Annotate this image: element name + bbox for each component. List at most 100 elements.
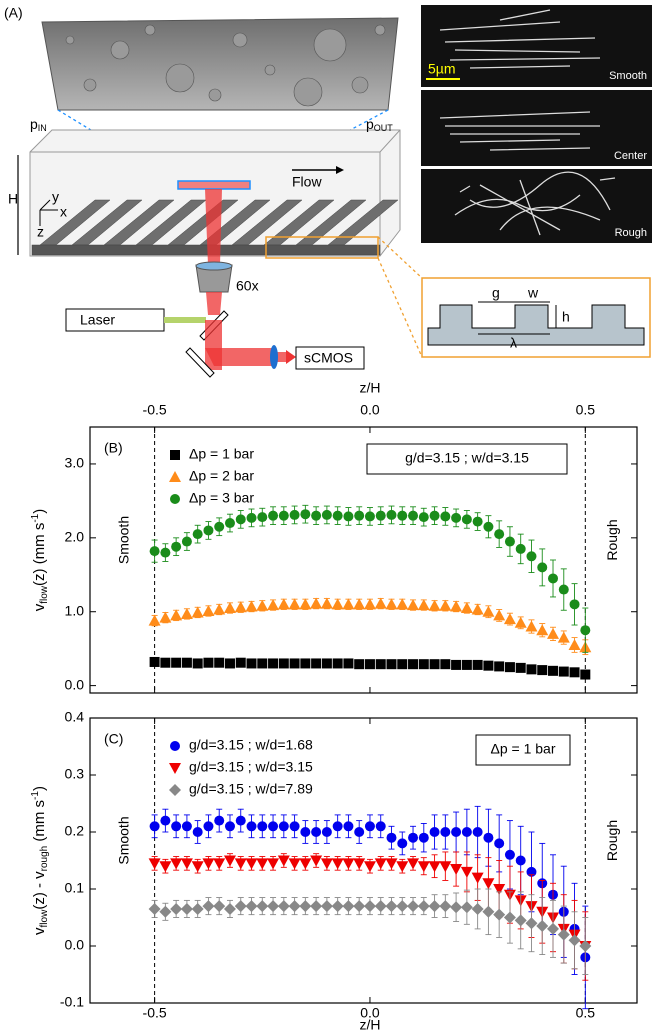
- marker: [385, 598, 398, 610]
- marker: [460, 866, 473, 878]
- marker: [202, 604, 215, 616]
- marker: [557, 928, 570, 941]
- marker: [525, 917, 538, 930]
- image-label: Rough: [615, 227, 647, 239]
- marker: [537, 562, 548, 573]
- marker: [568, 638, 581, 650]
- marker: [235, 514, 246, 525]
- marker: [461, 659, 472, 670]
- legend-marker: [170, 741, 180, 751]
- marker: [548, 573, 559, 584]
- axis-label: z: [37, 224, 44, 240]
- marker: [149, 656, 160, 667]
- marker: [363, 598, 376, 610]
- x-tick-label: 0.5: [576, 402, 596, 418]
- micrographs: [421, 5, 652, 243]
- marker: [569, 667, 580, 678]
- marker: [214, 815, 225, 826]
- marker: [256, 599, 269, 611]
- y-axis-label-part: v: [31, 927, 48, 935]
- marker: [354, 659, 365, 670]
- marker: [526, 551, 537, 562]
- legend-label: Δp = 2 bar: [189, 468, 254, 484]
- marker: [300, 658, 311, 669]
- marker: [364, 659, 375, 670]
- marker: [321, 509, 332, 520]
- marker: [440, 827, 451, 837]
- legend-marker: [170, 450, 180, 460]
- profile-label: g: [492, 285, 500, 301]
- info-box: [366, 443, 568, 475]
- y-tick-label: 0.0: [65, 937, 85, 953]
- marker: [234, 858, 247, 870]
- marker: [579, 940, 592, 952]
- marker: [191, 902, 204, 915]
- marker: [482, 605, 495, 617]
- y-axis-label-part: -1: [30, 791, 41, 800]
- marker: [311, 827, 322, 837]
- marker: [320, 858, 333, 870]
- y-axis-label-part: (z) - v: [31, 871, 48, 910]
- marker: [515, 543, 526, 554]
- marker: [224, 518, 235, 529]
- marker: [223, 602, 236, 614]
- marker: [375, 659, 386, 670]
- marker: [170, 858, 183, 870]
- marker: [460, 901, 473, 914]
- marker: [451, 512, 462, 523]
- marker: [246, 512, 257, 523]
- y-tick-label: -0.1: [60, 994, 84, 1010]
- y-axis-label-part: (z) (mm s: [31, 523, 48, 586]
- marker: [257, 821, 268, 832]
- axes-icon: [39, 199, 58, 226]
- y-axis-label-part: -1: [30, 513, 41, 522]
- marker: [343, 658, 354, 669]
- camera-label: sCMOS: [304, 350, 353, 366]
- marker: [277, 900, 290, 913]
- marker: [407, 858, 420, 870]
- y-tick-label: 0.2: [65, 823, 85, 839]
- marker: [440, 659, 451, 670]
- y-tick-label: 2.0: [65, 529, 85, 545]
- marker: [353, 598, 366, 610]
- image-label: Smooth: [609, 70, 647, 82]
- marker: [171, 657, 182, 668]
- panel-label: (B): [104, 440, 123, 456]
- marker: [311, 510, 322, 521]
- marker: [354, 827, 365, 837]
- axis-label: y: [52, 189, 59, 205]
- marker: [342, 858, 355, 870]
- marker: [203, 657, 214, 668]
- marker: [268, 658, 279, 669]
- marker: [374, 858, 387, 870]
- marker: [234, 601, 247, 613]
- marker: [472, 516, 483, 527]
- marker: [569, 599, 580, 610]
- marker: [289, 658, 300, 669]
- marker: [386, 509, 397, 520]
- laser-label: Laser: [80, 312, 115, 328]
- marker: [234, 900, 247, 913]
- y-axis-label: vflow(z) (mm s-1): [30, 509, 50, 612]
- beam: [205, 189, 222, 265]
- profile-label: λ: [510, 335, 517, 351]
- marker: [429, 659, 440, 670]
- marker: [408, 832, 419, 843]
- legend-marker: [169, 471, 181, 482]
- marker: [374, 597, 387, 609]
- marker: [547, 922, 560, 935]
- marker: [288, 900, 301, 913]
- pressure-out: pOUT: [366, 116, 393, 134]
- marker: [342, 900, 355, 913]
- marker: [396, 598, 409, 610]
- marker: [385, 858, 398, 870]
- marker: [148, 902, 161, 915]
- marker: [514, 616, 527, 628]
- marker: [494, 838, 505, 849]
- y-tick-label: 0.3: [65, 766, 85, 782]
- marker: [568, 934, 581, 947]
- region-label: Rough: [604, 519, 620, 560]
- marker: [235, 815, 246, 826]
- marker: [548, 665, 559, 676]
